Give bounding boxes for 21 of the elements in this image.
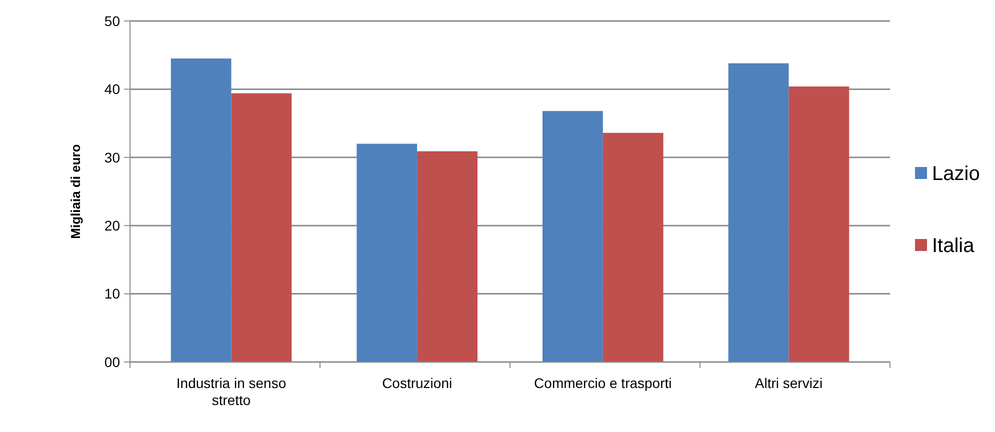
legend-label: Lazio xyxy=(932,163,980,185)
bar xyxy=(231,93,292,362)
x-tick-label: Industria in senso stretto xyxy=(176,375,286,408)
bar xyxy=(602,132,664,362)
bar xyxy=(542,111,603,362)
bar xyxy=(788,86,850,362)
x-tick-label: Altri servizi xyxy=(754,375,823,391)
bar xyxy=(170,58,232,362)
y-tick-label: 30 xyxy=(104,149,120,166)
x-tick-label: Costruzioni xyxy=(382,375,452,391)
y-tick-label: 20 xyxy=(104,218,120,234)
bar xyxy=(417,151,478,362)
y-tick-label: 00 xyxy=(104,354,120,370)
bar xyxy=(728,63,789,362)
y-tick-label: 10 xyxy=(104,286,120,302)
y-axis-title: Migliaia di euro xyxy=(68,144,83,239)
bar xyxy=(356,144,418,362)
y-tick-label: 40 xyxy=(104,81,120,98)
x-tick-label: Commercio e trasporti xyxy=(534,375,672,391)
y-tick-label: 50 xyxy=(104,12,120,29)
legend-label: Italia xyxy=(932,235,976,257)
